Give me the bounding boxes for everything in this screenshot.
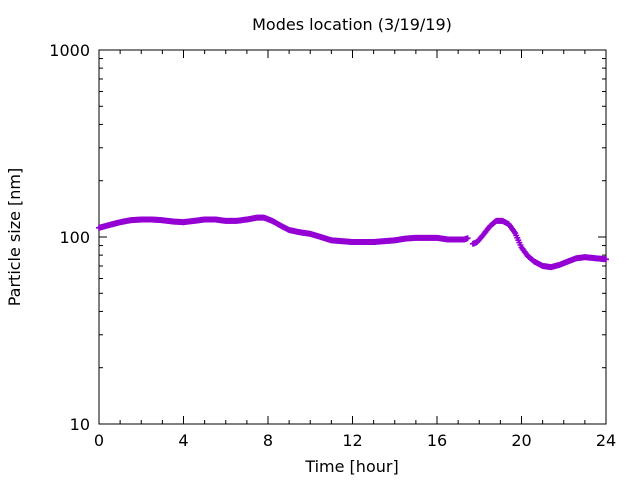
x-tick-label: 0 [94, 431, 104, 450]
plot-frame [98, 49, 607, 425]
y-axis-label: Particle size [nm] [5, 168, 24, 307]
chart-title: Modes location (3/19/19) [252, 15, 452, 34]
data-series [96, 214, 609, 271]
x-tick-label: 4 [178, 431, 188, 450]
y-axis: 10 100 1000 [49, 41, 606, 434]
x-tick-label: 16 [427, 431, 447, 450]
x-tick-label: 8 [263, 431, 273, 450]
x-axis-label: Time [hour] [304, 457, 398, 476]
x-axis: 0 4 8 12 16 20 24 [94, 50, 616, 450]
x-tick-label: 12 [342, 431, 362, 450]
data-point [464, 235, 471, 242]
y-tick-label: 100 [59, 228, 90, 247]
data-point [603, 256, 609, 263]
y-tick-label: 10 [70, 415, 90, 434]
x-tick-label: 24 [596, 431, 616, 450]
y-tick-label: 1000 [49, 41, 90, 60]
x-tick-label: 20 [511, 431, 531, 450]
